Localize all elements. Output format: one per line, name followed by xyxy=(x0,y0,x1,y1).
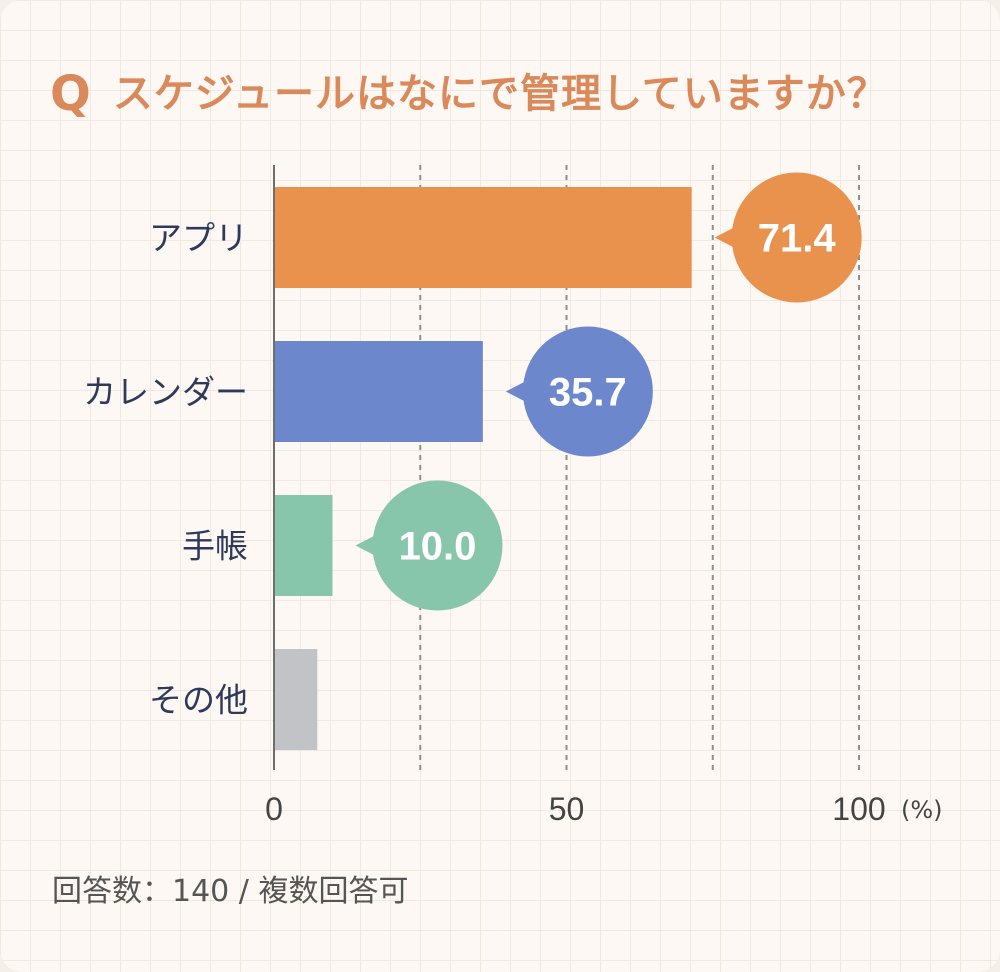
callout-bubble-1 xyxy=(522,326,653,457)
bar-0 xyxy=(274,187,692,288)
question-mark: Q xyxy=(50,66,91,122)
chart-title: Q スケジュールはなにで管理していますか？ xyxy=(50,62,888,126)
callout-bubble-0 xyxy=(731,172,862,303)
tick-label-0: 0 xyxy=(265,791,283,827)
value-label-2: 10.0 xyxy=(399,525,477,569)
question-text: スケジュールはなにで管理していますか？ xyxy=(112,71,888,117)
bar-1 xyxy=(274,341,483,442)
category-label-3: その他 xyxy=(149,681,248,720)
bar-2 xyxy=(274,495,333,596)
tick-label-50: 50 xyxy=(549,791,585,827)
tick-label-100: 100 xyxy=(832,791,885,827)
footnote: 回答数：140 / 複数回答可 xyxy=(52,874,409,909)
category-label-1: カレンダー xyxy=(83,373,248,412)
unit-label: (%) xyxy=(901,796,943,824)
callout-bubble-2 xyxy=(372,480,503,611)
bar-3 xyxy=(274,649,318,750)
category-label-0: アプリ xyxy=(149,219,248,258)
value-label-0: 71.4 xyxy=(758,217,837,261)
category-label-2: 手帳 xyxy=(182,527,248,566)
value-label-1: 35.7 xyxy=(549,371,627,415)
